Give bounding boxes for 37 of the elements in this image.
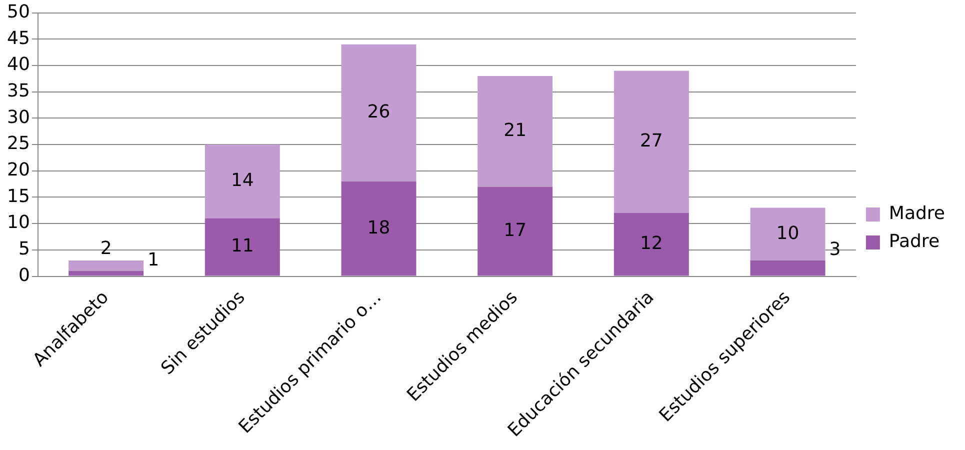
data-label: 27 bbox=[640, 130, 663, 152]
y-tick-label: 40 bbox=[7, 54, 30, 76]
data-label: 1 bbox=[148, 250, 160, 271]
y-tick-label: 10 bbox=[7, 212, 30, 234]
y-tick-label: 50 bbox=[7, 1, 30, 22]
data-label: 14 bbox=[230, 170, 254, 192]
bar bbox=[614, 213, 689, 276]
y-tick-label: 20 bbox=[7, 160, 30, 181]
bar bbox=[68, 260, 144, 271]
y-tick-label: 45 bbox=[7, 28, 30, 49]
data-label: 3 bbox=[829, 239, 841, 260]
y-tick-label: 25 bbox=[7, 133, 30, 154]
data-label: 26 bbox=[367, 102, 390, 123]
legend-label: Madre bbox=[888, 203, 946, 224]
bar bbox=[341, 44, 416, 182]
bar bbox=[614, 70, 689, 214]
bar bbox=[341, 181, 416, 276]
legend-label: Padre bbox=[888, 231, 940, 252]
data-label: 18 bbox=[367, 217, 390, 238]
data-label: 2 bbox=[100, 238, 112, 260]
bar bbox=[68, 270, 144, 276]
data-label: 21 bbox=[504, 120, 527, 142]
y-tick-label: 5 bbox=[18, 238, 30, 260]
data-label: 17 bbox=[504, 220, 527, 241]
bar bbox=[750, 260, 826, 276]
bar bbox=[204, 144, 280, 218]
y-tick-label: 35 bbox=[7, 80, 30, 102]
bar bbox=[750, 208, 826, 260]
bar bbox=[478, 186, 553, 276]
bar bbox=[204, 218, 280, 276]
bar bbox=[478, 76, 553, 187]
y-tick-label: 0 bbox=[18, 264, 30, 286]
data-label: 11 bbox=[230, 236, 254, 257]
y-tick-label: 15 bbox=[7, 186, 30, 207]
data-label: 12 bbox=[640, 233, 663, 254]
y-tick-label: 30 bbox=[7, 106, 30, 128]
data-label: 10 bbox=[776, 222, 800, 244]
